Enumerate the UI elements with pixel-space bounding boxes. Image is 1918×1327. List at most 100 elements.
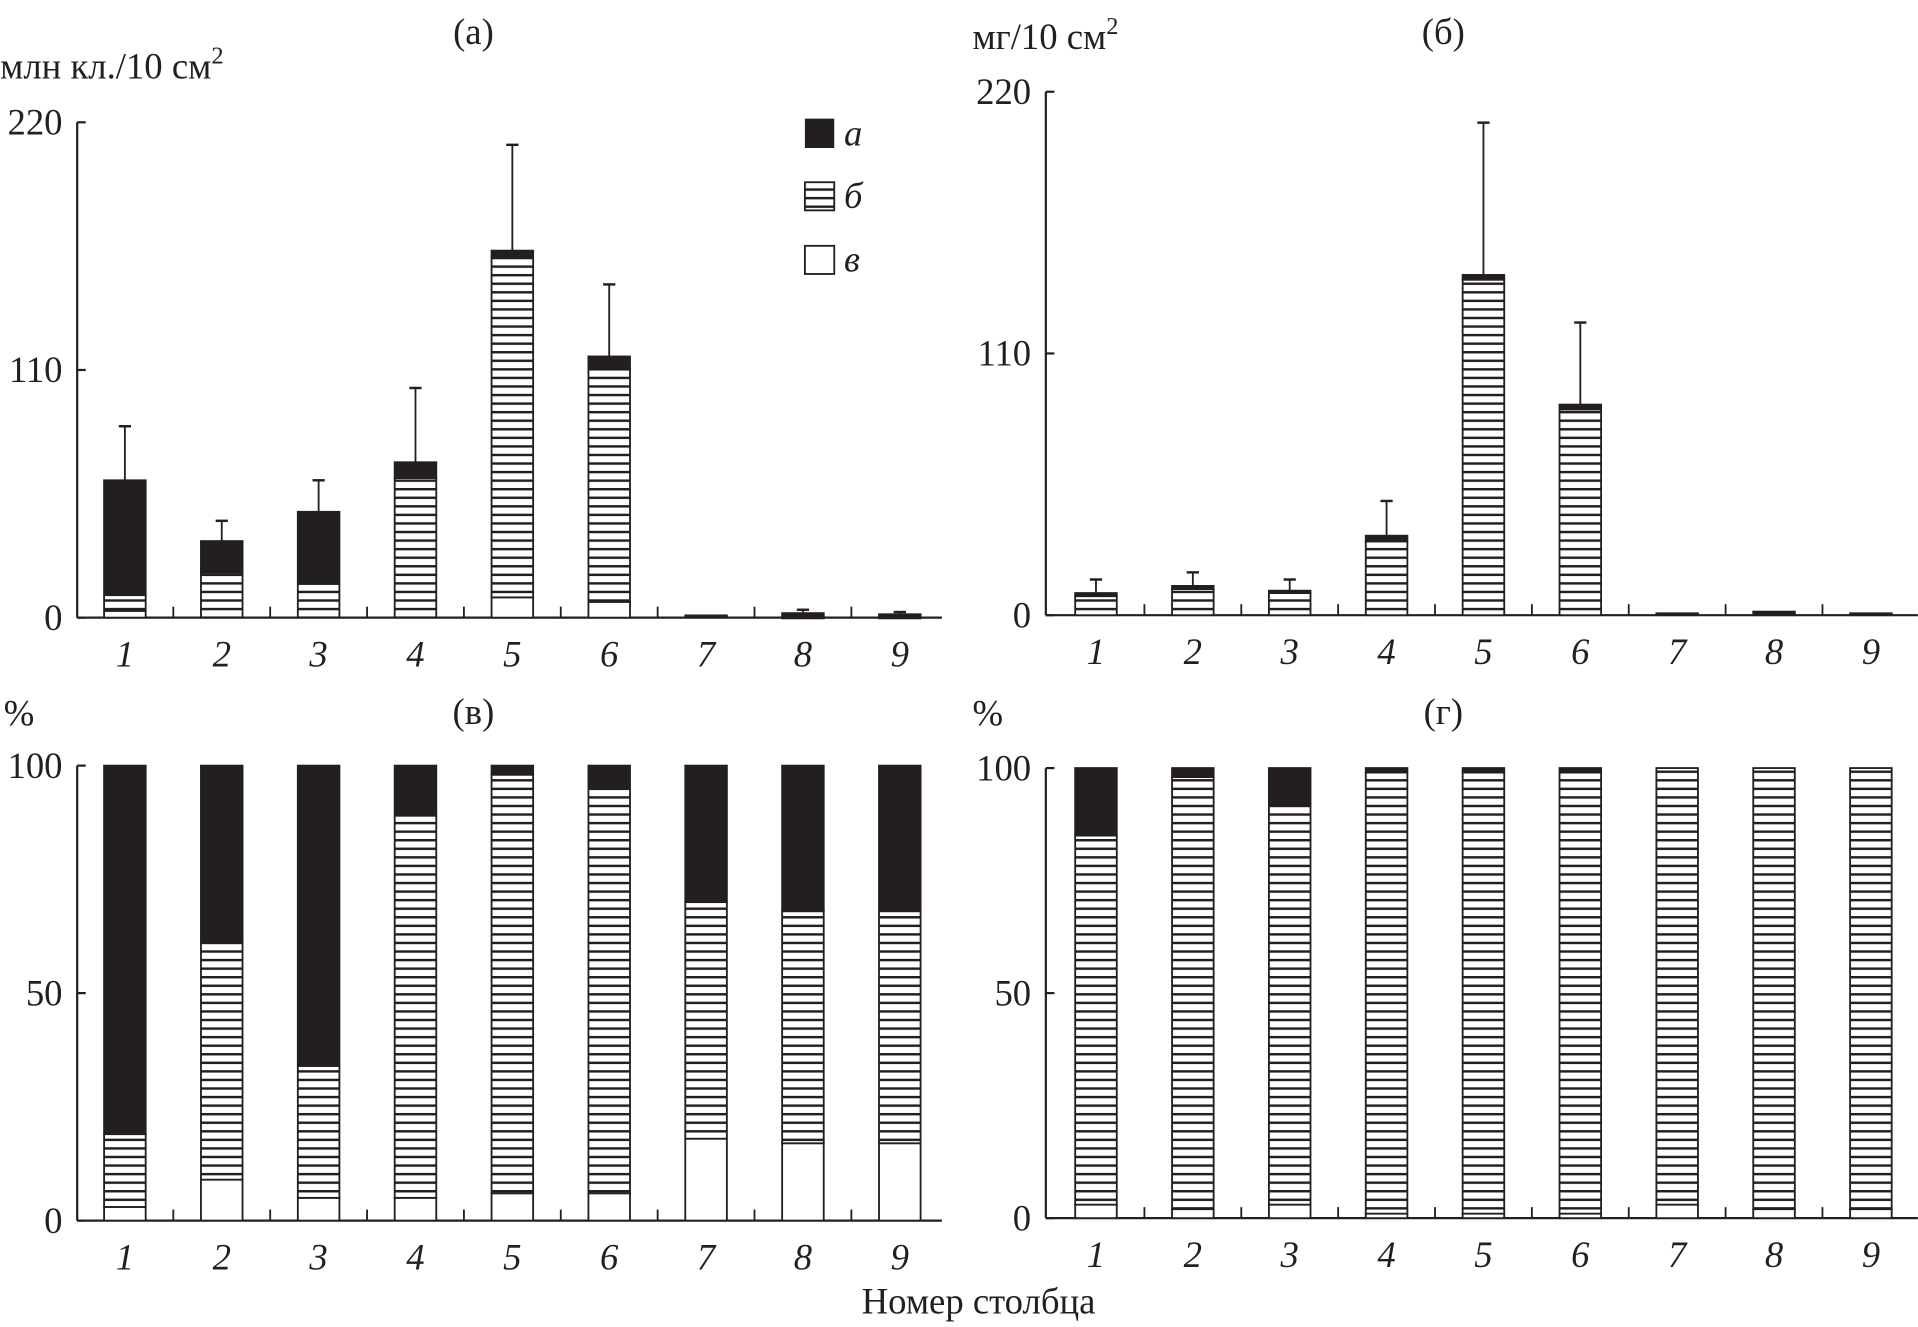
y-tick-label: 50 (994, 972, 1031, 1013)
x-tick-label: 6 (1571, 1234, 1590, 1275)
bar-segment-a (393, 461, 438, 479)
bar-segment-v (296, 1196, 341, 1222)
x-tick-label: 7 (1668, 631, 1688, 672)
legend-swatch-v (803, 244, 836, 275)
legend-label-a: а (844, 113, 862, 154)
x-tick-label: 1 (116, 1237, 134, 1278)
panel-title: (в) (453, 691, 495, 732)
panel-title: (б) (1422, 11, 1465, 52)
x-tick-label: 9 (1862, 631, 1880, 672)
bar-segment-a (103, 764, 147, 1136)
y-tick-label: 110 (9, 349, 63, 390)
bar-segment-a (1655, 612, 1699, 617)
bar-segment-b (103, 594, 147, 612)
bar-segment-b (490, 773, 535, 1195)
y-tick-label: 50 (26, 972, 63, 1013)
bar-segment-b (1461, 771, 1506, 1215)
bar-segment-a (587, 764, 631, 790)
bar-segment-a (490, 249, 535, 259)
x-tick-label: 3 (1280, 1234, 1299, 1275)
x-tick-label: 4 (406, 1237, 424, 1278)
x-tick-label: 3 (1280, 631, 1299, 672)
bar-segment-a (1461, 767, 1506, 774)
bar-segment-b (1849, 767, 1893, 1211)
panel-2: (б) мг/10 см2 0 110 220 1 2 3 4 5 6 7 8 9 (972, 11, 1918, 672)
legend-swatch-a (804, 118, 835, 148)
legend-label-b: б (844, 175, 864, 216)
bar-segment-v (1655, 1203, 1699, 1220)
bar-segment-a (296, 764, 341, 1067)
bar-segment-a (1268, 767, 1312, 805)
bar-segment-a (103, 479, 147, 597)
bar-segment-a (1074, 767, 1118, 837)
bar-segment-v (684, 1137, 728, 1222)
bar-segment-b (587, 787, 631, 1195)
x-tick-label: 8 (1765, 631, 1783, 672)
bar-segment-v (1849, 1208, 1893, 1220)
x-tick-label: 7 (697, 1237, 717, 1278)
x-tick-label: 3 (308, 634, 327, 675)
bar-segment-b (200, 571, 244, 619)
y-tick-label: 0 (44, 597, 62, 638)
x-tick-label: 9 (891, 1237, 909, 1278)
bar-segment-a (1558, 767, 1603, 774)
bar-segment-v (490, 1192, 535, 1222)
bar-segment-b (1074, 834, 1118, 1206)
x-tick-label: 2 (1184, 631, 1202, 672)
legend: а б в (803, 113, 864, 280)
bar-segment-v (490, 596, 535, 619)
bar-segment-a (1364, 534, 1409, 543)
x-tick-label: 5 (503, 634, 521, 675)
x-tick-label: 6 (600, 1237, 619, 1278)
bar-segment-a (1171, 767, 1215, 778)
bar-segment-a (296, 510, 341, 585)
x-tick-label: 6 (1571, 631, 1590, 672)
bar-segment-b (393, 477, 438, 619)
x-tick-label: 6 (600, 634, 619, 675)
y-tick-label: 100 (976, 747, 1031, 788)
x-tick-label: 5 (1474, 631, 1492, 672)
y-tick-label: 0 (1013, 594, 1031, 635)
x-tick-label: 3 (308, 1237, 327, 1278)
panel-title: (г) (1424, 691, 1463, 732)
bar-segment-b (1461, 278, 1506, 617)
bar-segment-v (103, 1206, 147, 1222)
bar-segment-b (490, 256, 535, 599)
bar-segment-b (296, 1064, 341, 1199)
y-axis-label: мг/10 см2 (972, 13, 1118, 57)
bar-segment-b (393, 814, 438, 1199)
x-tick-label: 4 (406, 634, 424, 675)
x-tick-label: 1 (1087, 631, 1105, 672)
bar-segment-a (1171, 585, 1215, 590)
y-tick-label: 220 (7, 102, 62, 143)
bar-segment-a (1461, 274, 1506, 281)
bar-segment-a (1074, 592, 1118, 598)
y-tick-label: 100 (7, 745, 62, 786)
bar-segment-b (200, 942, 244, 1181)
x-tick-label: 2 (1184, 1234, 1202, 1275)
bar-segment-a (878, 613, 922, 618)
bar-segment-a (781, 764, 825, 913)
bar-segment-b (684, 901, 728, 1140)
x-tick-label: 5 (503, 1237, 521, 1278)
bar-segment-a (684, 764, 728, 904)
bar-segment-v (200, 1178, 244, 1222)
bar-segment-a (684, 614, 728, 619)
bar-segment-b (1558, 771, 1603, 1215)
x-tick-label: 1 (1087, 1234, 1105, 1275)
y-axis-label: млн кл./10 см2 (0, 43, 223, 87)
x-tick-label: 2 (213, 634, 231, 675)
bar-segment-a (1364, 767, 1409, 774)
panel-title: (а) (453, 11, 494, 52)
x-axis-label: Номер столбца (862, 1281, 1096, 1322)
bar-segment-v (878, 1142, 922, 1222)
x-tick-label: 9 (1862, 1234, 1880, 1275)
bar-segment-a (1849, 612, 1893, 617)
bar-segment-a (1268, 589, 1312, 594)
x-tick-label: 8 (794, 1237, 812, 1278)
bar-segment-v (587, 600, 631, 619)
x-tick-label: 8 (1765, 1234, 1783, 1275)
x-tick-label: 7 (1668, 1234, 1688, 1275)
bar-segment-v (1074, 1203, 1118, 1220)
